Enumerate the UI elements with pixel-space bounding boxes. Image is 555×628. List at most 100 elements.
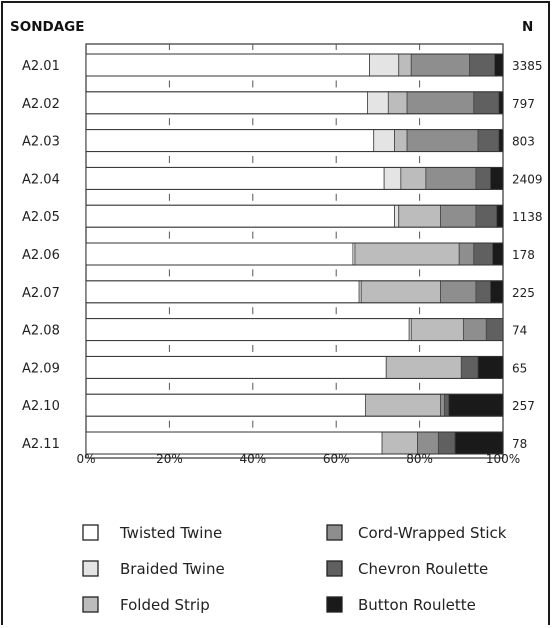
bar-segment (469, 53, 496, 77)
total-label: 3385 (512, 59, 543, 73)
total-label: 257 (512, 399, 535, 413)
bar-outline (85, 318, 504, 342)
category-label: A2.05 (22, 210, 60, 225)
bar-segment (354, 242, 460, 266)
legend-label: Chevron Roulette (358, 560, 488, 578)
x-tick-label: 60% (323, 452, 350, 466)
legend-swatch (326, 596, 343, 613)
bar-segment (437, 431, 456, 455)
x-tick-label: 20% (156, 452, 183, 466)
category-label: A2.11 (22, 437, 60, 452)
bar-segment (85, 431, 383, 455)
bar-segment (400, 166, 427, 190)
total-label: 225 (512, 286, 535, 300)
bar-segment (394, 204, 400, 228)
legend-label: Braided Twine (120, 560, 225, 578)
legend-swatch (326, 560, 343, 577)
bar-segment (394, 129, 408, 153)
bar-segment (85, 280, 360, 304)
legend-label: Cord-Wrapped Stick (358, 524, 507, 542)
bar-outline (85, 355, 504, 379)
bar-segment (454, 431, 504, 455)
bar-outline (85, 280, 504, 304)
bar-segment (387, 91, 408, 115)
bar-segment (367, 91, 389, 115)
bar-segment (85, 393, 366, 417)
bar-outline (85, 431, 504, 455)
bar-segment (475, 280, 491, 304)
bar-segment (398, 53, 412, 77)
total-label: 65 (512, 361, 527, 375)
bar-segment (410, 318, 464, 342)
bar-segment (498, 91, 504, 115)
bar-segment (475, 204, 498, 228)
bar-segment (458, 242, 475, 266)
x-tick-label: 80% (406, 452, 433, 466)
bar-outline (85, 129, 504, 153)
bar-segment (406, 129, 479, 153)
legend-swatch (82, 596, 99, 613)
total-label: 74 (512, 324, 527, 338)
total-header: N (522, 19, 533, 35)
bar-outline (85, 204, 504, 228)
bar-segment (85, 166, 385, 190)
bar-segment (85, 318, 410, 342)
x-tick-label: 100% (486, 452, 520, 466)
bar-segment (496, 204, 504, 228)
bar-segment (462, 318, 487, 342)
bar-outline (85, 166, 504, 190)
bar-segment (485, 318, 504, 342)
bar-segment (440, 204, 477, 228)
bar-segment (473, 242, 493, 266)
bar-segment (85, 53, 370, 77)
bar-segment (490, 280, 504, 304)
category-label: A2.06 (22, 248, 60, 263)
category-label: A2.10 (22, 399, 60, 414)
legend-swatch (326, 524, 343, 541)
bar-segment (406, 91, 475, 115)
legend-label: Folded Strip (120, 596, 210, 614)
x-tick-label: 0% (76, 452, 95, 466)
total-label: 803 (512, 135, 535, 149)
bar-segment (417, 431, 439, 455)
category-label: A2.01 (22, 59, 60, 74)
bar-outline (85, 393, 504, 417)
legend-label: Twisted Twine (119, 524, 222, 542)
total-label: 2409 (512, 172, 543, 186)
bar-segment (475, 166, 491, 190)
bar-segment (440, 393, 446, 417)
bar-segment (477, 355, 504, 379)
legend-swatch (82, 560, 99, 577)
category-label: A2.09 (22, 361, 60, 376)
category-label: A2.02 (22, 97, 60, 112)
bar-outline (85, 91, 504, 115)
total-label: 1138 (512, 210, 543, 224)
bar-segment (85, 242, 354, 266)
total-label: 78 (512, 437, 527, 451)
category-label: A2.08 (22, 324, 60, 339)
total-label: 178 (512, 248, 535, 262)
x-tick-label: 40% (239, 452, 266, 466)
bar-segment (373, 129, 395, 153)
bar-outline (85, 242, 504, 266)
bar-segment (410, 53, 471, 77)
bar-segment (448, 393, 504, 417)
total-label: 797 (512, 97, 535, 111)
bar-segment (85, 204, 395, 228)
category-label: A2.03 (22, 135, 60, 150)
category-header: SONDAGE (10, 19, 84, 35)
bar-segment (477, 129, 500, 153)
bar-segment (369, 53, 400, 77)
bar-outline (85, 53, 504, 77)
bar-segment (490, 166, 504, 190)
bar-segment (440, 280, 477, 304)
bar-segment (498, 129, 504, 153)
bar-segment (383, 166, 402, 190)
bar-segment (360, 280, 441, 304)
bar-segment (85, 129, 375, 153)
bar-segment (492, 242, 504, 266)
bar-segment (460, 355, 479, 379)
category-label: A2.04 (22, 172, 60, 187)
